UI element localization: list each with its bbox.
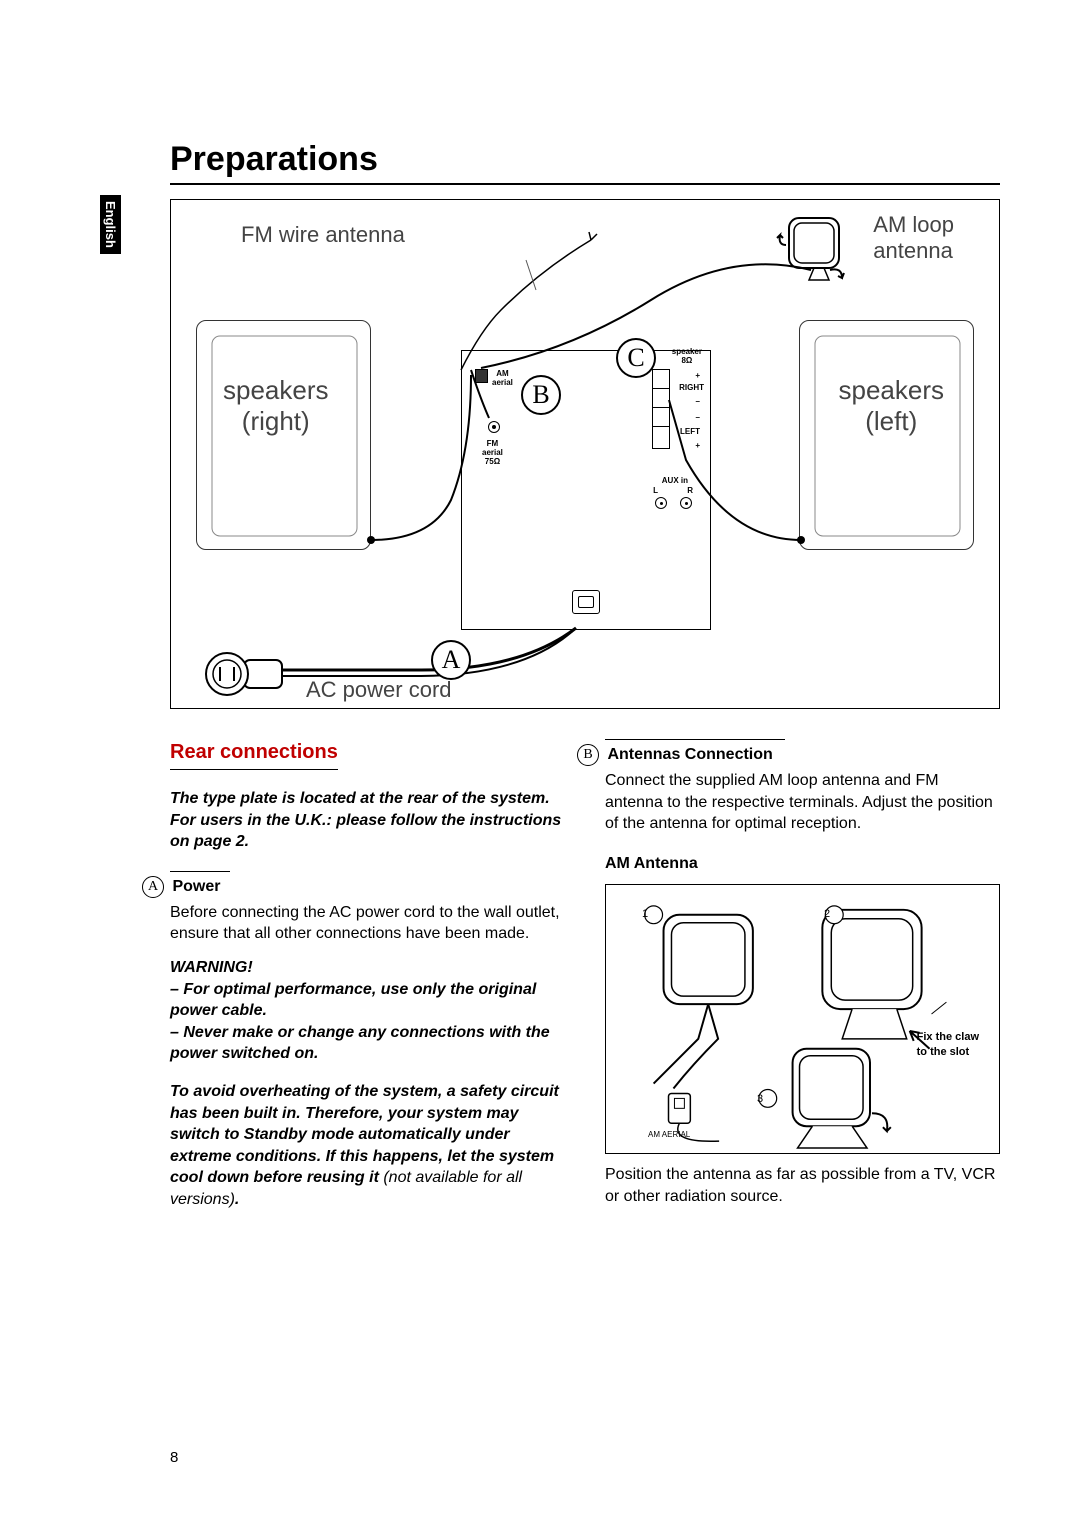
circle-b: B [521,375,561,415]
uk-note: For users in the U.K.: please follow the… [170,810,565,853]
am-antenna-head: AM Antenna [605,853,1000,875]
position-note: Position the antenna as far as possible … [605,1164,1000,1207]
rule-b [605,739,785,740]
am-sub-svg [606,885,999,1153]
circle-a: A [431,640,471,680]
warning-1: – For optimal performance, use only the … [170,979,565,1022]
rear-connections-head: Rear connections [170,739,338,770]
type-plate-note: The type plate is located at the rear of… [170,788,565,810]
text-columns: Rear connections The type plate is locat… [170,739,1000,1211]
am-antenna-diagram: 1 2 3 Fix the claw to the slot AM AERIAL [605,884,1000,1154]
sub-n1: 1 [642,907,648,922]
circle-a-inline: A [142,876,164,898]
overheat-period: . [235,1191,239,1208]
am-aerial-small-label: AM AERIAL [648,1130,690,1141]
overheat-note: To avoid overheating of the system, a sa… [170,1081,565,1211]
antennas-body: Connect the supplied AM loop antenna and… [605,770,1000,835]
warning-2: – Never make or change any connections w… [170,1022,565,1065]
sub-n3: 3 [757,1092,763,1107]
left-column: Rear connections The type plate is locat… [170,739,565,1211]
page: English Preparations FM wire antenna AM … [0,0,1080,1271]
power-row: A Power [142,876,565,898]
fix-claw-label: Fix the claw to the slot [917,1030,979,1060]
rule-a [170,871,230,872]
sub-n2: 2 [824,907,830,922]
antennas-row: B Antennas Connection [577,744,1000,766]
power-head: Power [172,878,220,895]
right-column: B Antennas Connection Connect the suppli… [605,739,1000,1211]
antennas-head: Antennas Connection [607,746,772,763]
page-title: Preparations [170,140,1000,185]
circle-c: C [616,338,656,378]
warning-head: WARNING! [170,957,565,979]
page-number: 8 [170,1449,178,1466]
connection-diagram: FM wire antenna AM loop antenna speakers… [170,199,1000,709]
ac-cord-label: AC power cord [306,677,452,703]
circle-b-inline: B [577,744,599,766]
power-body: Before connecting the AC power cord to t… [170,902,565,945]
wires [171,200,1001,710]
language-tab: English [100,195,121,254]
